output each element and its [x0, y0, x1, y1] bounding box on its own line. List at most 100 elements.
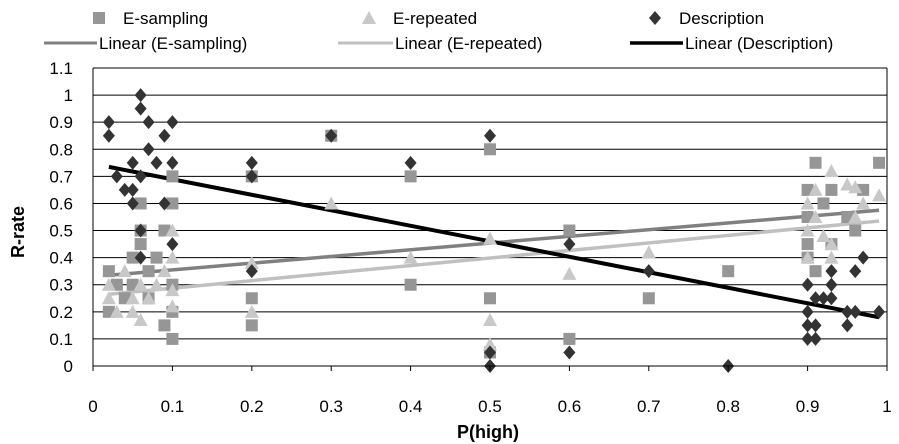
e-repeated-point [244, 304, 259, 318]
e-sampling-point [404, 170, 417, 183]
description-point [801, 277, 814, 292]
legend-marker [362, 11, 376, 24]
e-repeated-point [117, 264, 132, 278]
description-point [801, 331, 814, 346]
y-tick-labels: 0 0.1 0.2 0.3 0.4 0.5 0.6 0.7 0.8 0.9 1 1.1 [49, 59, 73, 376]
e-repeated-point [133, 312, 148, 326]
description-point [484, 128, 496, 143]
y-tick-label: 0.7 [49, 167, 73, 186]
y-tick-label: 0.6 [49, 194, 73, 213]
e-sampling-point [873, 156, 886, 169]
description-point [801, 304, 814, 319]
description-point [134, 101, 147, 116]
description-point [158, 196, 171, 211]
description-point [245, 169, 258, 184]
x-tick-label: 0.1 [161, 397, 185, 416]
e-repeated-point [641, 245, 656, 259]
e-sampling-point [817, 197, 830, 210]
e-sampling-point [849, 224, 862, 237]
e-repeated-point [109, 304, 124, 318]
e-sampling-point [825, 183, 838, 196]
description-point [134, 250, 147, 265]
e-repeated-point [165, 223, 180, 237]
e-repeated-point [157, 264, 172, 278]
e-repeated-point [244, 256, 259, 270]
e-repeated-point [824, 163, 839, 177]
e-repeated-point [125, 291, 140, 305]
e-repeated-point [101, 277, 116, 291]
description-point [166, 115, 179, 130]
e-sampling-point [166, 170, 179, 183]
e-repeated-point [165, 283, 180, 297]
e-repeated-point [848, 210, 863, 223]
x-tick-label: 0 [88, 397, 97, 416]
e-repeated-point [808, 182, 823, 196]
description-point [849, 264, 862, 279]
description-point [142, 142, 155, 157]
description-point [166, 155, 179, 170]
e-sampling-point [150, 251, 163, 264]
e-repeated-point [816, 228, 831, 242]
e-repeated-point [824, 250, 839, 264]
description-point [801, 318, 814, 333]
description-point [857, 250, 870, 265]
legend-label: Description [679, 9, 764, 28]
description-point [126, 182, 139, 197]
e-sampling-point [245, 319, 258, 332]
description-point [404, 155, 417, 170]
description-point [134, 88, 147, 103]
x-tick-label: 0.7 [637, 397, 661, 416]
description-point [873, 304, 886, 319]
e-sampling-point [166, 197, 179, 210]
legend: E-sampling E-repeated Description Linear (E… [44, 9, 833, 53]
e-repeated-point [403, 250, 418, 264]
description-point [825, 291, 838, 306]
x-tick-label: 0.9 [796, 397, 820, 416]
e-sampling-point [809, 265, 822, 278]
description-point [134, 169, 147, 184]
e-sampling-point [563, 332, 576, 345]
description-point [563, 237, 576, 252]
y-tick-label: 0.4 [49, 249, 73, 268]
y-tick-label: 1.1 [49, 59, 73, 78]
e-repeated-point [800, 196, 815, 210]
e-sampling-point [484, 292, 496, 305]
e-sampling-point [134, 238, 147, 251]
data-points [101, 88, 887, 373]
description-point [118, 182, 131, 197]
description-point [809, 318, 822, 333]
description-point [817, 291, 830, 306]
e-sampling-point [484, 143, 496, 156]
legend-label: Linear (E-sampling) [99, 34, 247, 53]
e-repeated-point [808, 210, 823, 223]
e-sampling-point [134, 197, 147, 210]
e-repeated-point [141, 291, 156, 305]
legend-label: Linear (Description) [685, 34, 833, 53]
legend-label: Linear (E-repeated) [395, 34, 542, 53]
description-point [245, 264, 258, 279]
y-tick-label: 0.8 [49, 140, 73, 159]
e-repeated-point [562, 266, 577, 280]
e-sampling-point [126, 251, 139, 264]
x-tick-label: 0.3 [319, 397, 343, 416]
e-repeated-point [840, 177, 855, 191]
description-point [809, 291, 822, 306]
description-point [134, 223, 147, 238]
e-repeated-point [101, 291, 116, 305]
x-axis-title: P(high) [457, 422, 519, 442]
e-repeated-point [872, 188, 887, 202]
description-point [166, 237, 179, 252]
trendline [108, 219, 880, 296]
e-sampling-point [158, 319, 171, 332]
e-repeated-point [800, 223, 815, 237]
e-repeated-point [824, 237, 839, 251]
description-point [325, 128, 338, 143]
e-repeated-point [125, 304, 140, 318]
e-sampling-point [245, 292, 258, 305]
e-repeated-point [483, 337, 497, 351]
description-point [841, 318, 854, 333]
description-point [809, 331, 822, 346]
description-point [849, 304, 862, 319]
legend-label: E-sampling [123, 9, 208, 28]
